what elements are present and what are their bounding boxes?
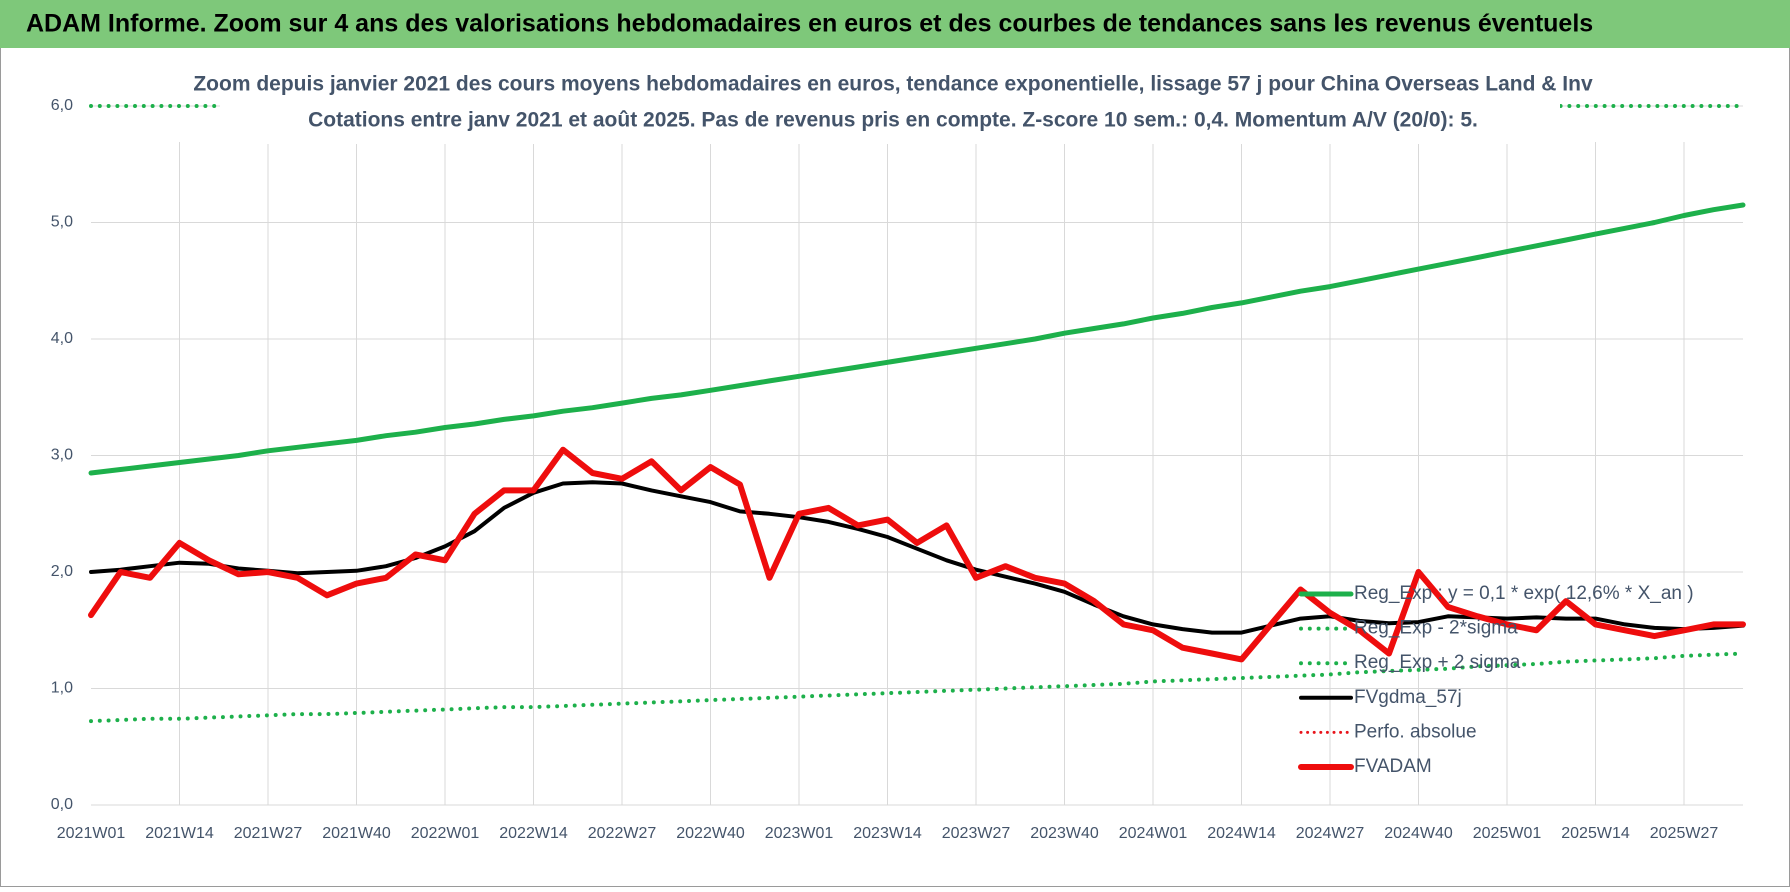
- x-tick-label: 2024W14: [1207, 825, 1276, 842]
- legend-label: Perfo. absolue: [1354, 721, 1477, 742]
- series-line: [89, 651, 1745, 724]
- x-tick-label: 2024W27: [1296, 825, 1365, 842]
- x-tick-label: 2022W40: [676, 825, 745, 842]
- y-tick-label: 3,0: [51, 447, 73, 464]
- y-tick-label: 1,0: [51, 680, 73, 697]
- x-tick-label: 2023W01: [765, 825, 834, 842]
- x-tick-label: 2021W14: [145, 825, 214, 842]
- x-tick-label: 2021W27: [234, 825, 303, 842]
- y-tick-label: 6,0: [51, 97, 73, 114]
- x-tick-label: 2024W01: [1119, 825, 1188, 842]
- y-tick-label: 5,0: [51, 214, 73, 231]
- chart-title: Zoom depuis janvier 2021 des cours moyen…: [193, 73, 1593, 96]
- y-tick-label: 4,0: [51, 330, 73, 347]
- header-bar: [0, 0, 1790, 48]
- x-tick-label: 2025W01: [1473, 825, 1542, 842]
- y-tick-label: 0,0: [51, 796, 73, 813]
- legend-label: Reg_Exp + 2 sigma: [1354, 652, 1521, 673]
- series-line: [88, 202, 1746, 476]
- legend-label: Reg_Exp : y = 0,1 * exp( 12,6% * X_an ): [1354, 583, 1694, 604]
- legend-label: Reg_Exp - 2*sigma: [1354, 618, 1518, 639]
- x-tick-label: 2022W27: [588, 825, 657, 842]
- legend: Reg_Exp : y = 0,1 * exp( 12,6% * X_an ) R…: [1298, 583, 1694, 777]
- x-tick-label: 2021W01: [57, 825, 126, 842]
- y-tick-label: 2,0: [51, 563, 73, 580]
- x-tick-label: 2023W14: [853, 825, 922, 842]
- x-tick-label: 2024W40: [1384, 825, 1453, 842]
- series-line: [89, 480, 1745, 635]
- x-tick-label: 2021W40: [322, 825, 391, 842]
- series-line: [88, 446, 1746, 663]
- x-tick-label: 2022W14: [499, 825, 568, 842]
- legend-label: FVgdma_57j: [1354, 687, 1462, 708]
- chart-subtitle: Cotations entre janv 2021 et août 2025. …: [308, 109, 1478, 132]
- header-title: ADAM Informe. Zoom sur 4 ans des valoris…: [26, 10, 1593, 38]
- x-tick-label: 2025W27: [1650, 825, 1719, 842]
- x-tick-label: 2023W27: [942, 825, 1011, 842]
- x-tick-label: 2025W14: [1561, 825, 1630, 842]
- x-tick-label: 2023W40: [1030, 825, 1099, 842]
- x-tick-label: 2022W01: [411, 825, 480, 842]
- legend-label: FVADAM: [1354, 756, 1432, 777]
- title-box: [220, 66, 1560, 144]
- grid: 0,0 1,0 2,0 3,0 4,0 5,0 6,0 2021W01 2021W14 2021W…: [51, 97, 1743, 842]
